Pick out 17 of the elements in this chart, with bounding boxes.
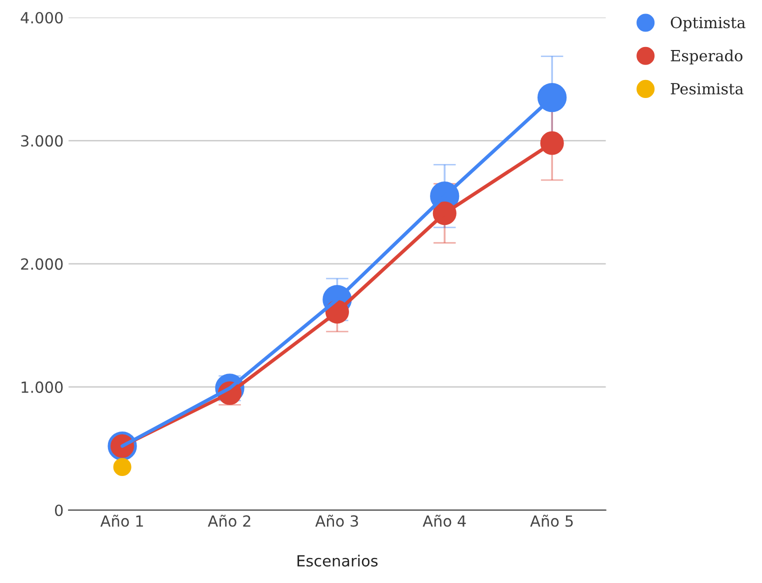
legend-label: Optimista [670, 16, 746, 32]
y-tick-label: 1.000 [22, 381, 63, 393]
y-tick-label: 0 [55, 504, 63, 516]
legend-label: Pesimista [670, 83, 744, 95]
point [113, 458, 132, 476]
y-tick-label: 4.000 [20, 12, 63, 24]
x-tick-label: Año 5 [530, 514, 573, 527]
x-axis-title: Escenarios [298, 554, 378, 567]
y-tick-label: 2.000 [21, 258, 63, 270]
point [540, 131, 564, 155]
x-tick-label: Año 1 [100, 514, 143, 527]
x-tick-label: Año 4 [422, 514, 466, 527]
point [537, 82, 567, 112]
x-tick-label: Año 2 [208, 514, 250, 527]
y-tick-label: 3.000 [21, 135, 63, 147]
legend-label: Esperado [670, 50, 742, 64]
x-tick-label: Año 3 [315, 514, 358, 527]
